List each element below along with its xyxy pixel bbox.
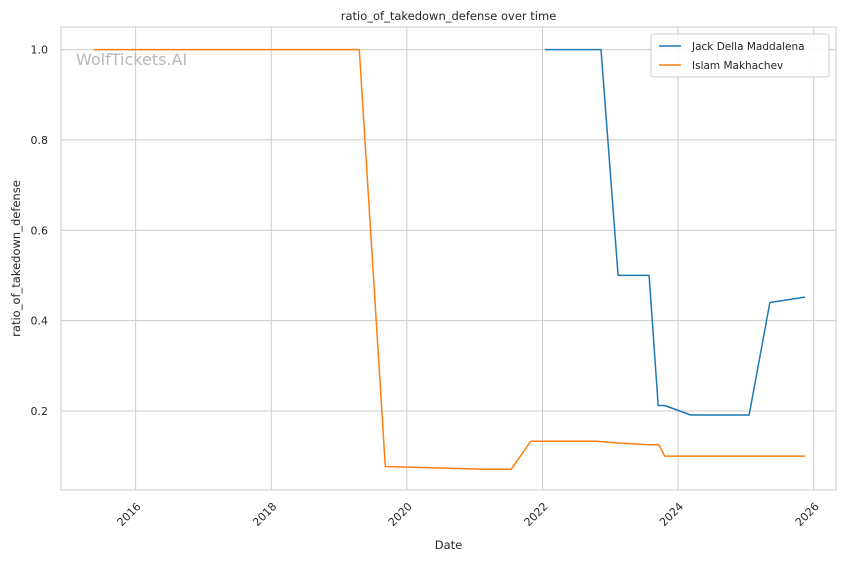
y-tick-label: 0.2: [31, 405, 49, 418]
y-tick-label: 1.0: [31, 44, 49, 57]
plot-frame: [60, 26, 837, 491]
watermark-text: WolfTickets.AI: [76, 50, 187, 69]
chart-title: ratio_of_takedown_defense over time: [341, 9, 557, 23]
y-tick-label: 0.6: [31, 224, 49, 237]
legend-label: Jack Della Maddalena: [691, 41, 805, 53]
x-axis-label: Date: [435, 538, 463, 552]
y-tick-labels: 0.2 0.4 0.6 0.8 1.0: [31, 44, 49, 418]
y-axis-label: ratio_of_takedown_defense: [9, 180, 23, 337]
legend-label: Islam Makhachev: [692, 60, 783, 72]
y-tick-label: 0.4: [31, 315, 49, 328]
legend-box: [650, 33, 830, 78]
y-tick-label: 0.8: [31, 134, 49, 147]
legend: Jack Della Maddalena Islam Makhachev: [650, 33, 830, 78]
series-line: [94, 48, 805, 470]
series-line: [545, 48, 806, 416]
series-lines: [94, 48, 806, 470]
